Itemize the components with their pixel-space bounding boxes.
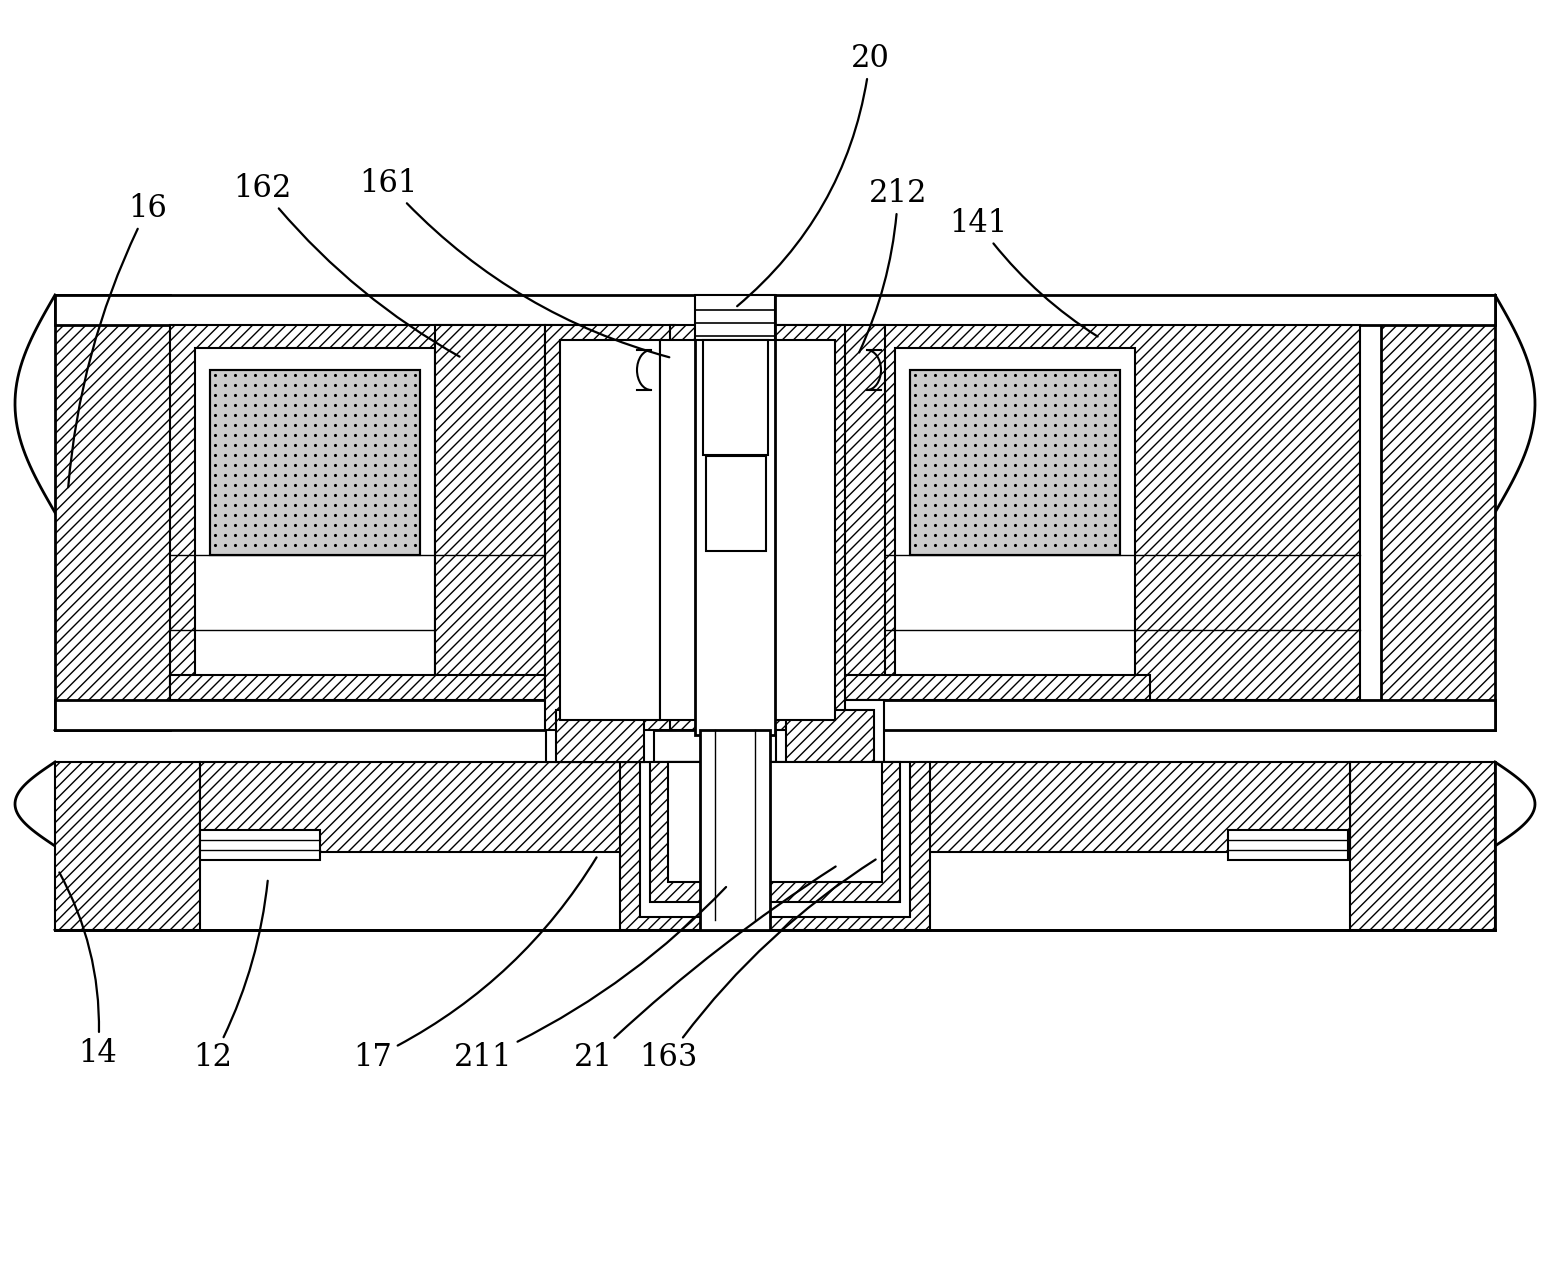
Text: 212: 212 bbox=[859, 178, 927, 353]
Bar bbox=[910, 370, 1120, 555]
Bar bbox=[695, 295, 776, 735]
Bar bbox=[1228, 829, 1348, 860]
Bar bbox=[544, 325, 675, 730]
Text: 163: 163 bbox=[639, 859, 876, 1073]
Bar bbox=[641, 762, 910, 917]
Bar bbox=[200, 829, 320, 860]
Bar bbox=[209, 370, 420, 555]
Bar bbox=[695, 295, 776, 340]
Text: 161: 161 bbox=[358, 167, 670, 357]
Bar bbox=[668, 762, 883, 882]
Bar bbox=[703, 340, 768, 455]
Text: 17: 17 bbox=[354, 858, 597, 1073]
Text: 162: 162 bbox=[233, 173, 459, 357]
Bar bbox=[661, 340, 834, 720]
Bar bbox=[54, 762, 1495, 930]
Bar bbox=[560, 340, 661, 720]
Bar bbox=[786, 710, 875, 762]
Bar bbox=[209, 370, 420, 555]
Text: 211: 211 bbox=[454, 887, 726, 1073]
Bar bbox=[171, 325, 661, 699]
Bar bbox=[546, 699, 655, 762]
Text: 16: 16 bbox=[68, 192, 168, 487]
Bar bbox=[54, 762, 200, 930]
Text: 141: 141 bbox=[949, 207, 1098, 336]
Bar bbox=[776, 325, 886, 696]
Bar bbox=[920, 762, 1349, 851]
Bar bbox=[700, 730, 769, 930]
Bar bbox=[1380, 295, 1495, 730]
Bar bbox=[870, 325, 1360, 699]
Bar bbox=[706, 456, 766, 551]
Bar bbox=[776, 675, 1149, 699]
Bar bbox=[434, 325, 544, 696]
Bar bbox=[910, 370, 1120, 555]
Text: 21: 21 bbox=[574, 867, 836, 1073]
Bar bbox=[171, 675, 544, 699]
Bar bbox=[620, 762, 931, 930]
Bar bbox=[670, 325, 845, 730]
Bar bbox=[195, 348, 434, 677]
Text: 20: 20 bbox=[737, 43, 889, 307]
Bar bbox=[1349, 762, 1495, 930]
Bar bbox=[54, 699, 1495, 730]
Bar bbox=[776, 699, 884, 762]
Bar bbox=[895, 348, 1135, 677]
Bar bbox=[200, 762, 630, 851]
Bar bbox=[54, 295, 1495, 325]
Text: 12: 12 bbox=[194, 881, 268, 1073]
Bar bbox=[650, 762, 900, 902]
Text: 14: 14 bbox=[59, 872, 118, 1069]
Bar bbox=[54, 295, 171, 730]
Bar bbox=[555, 710, 644, 762]
